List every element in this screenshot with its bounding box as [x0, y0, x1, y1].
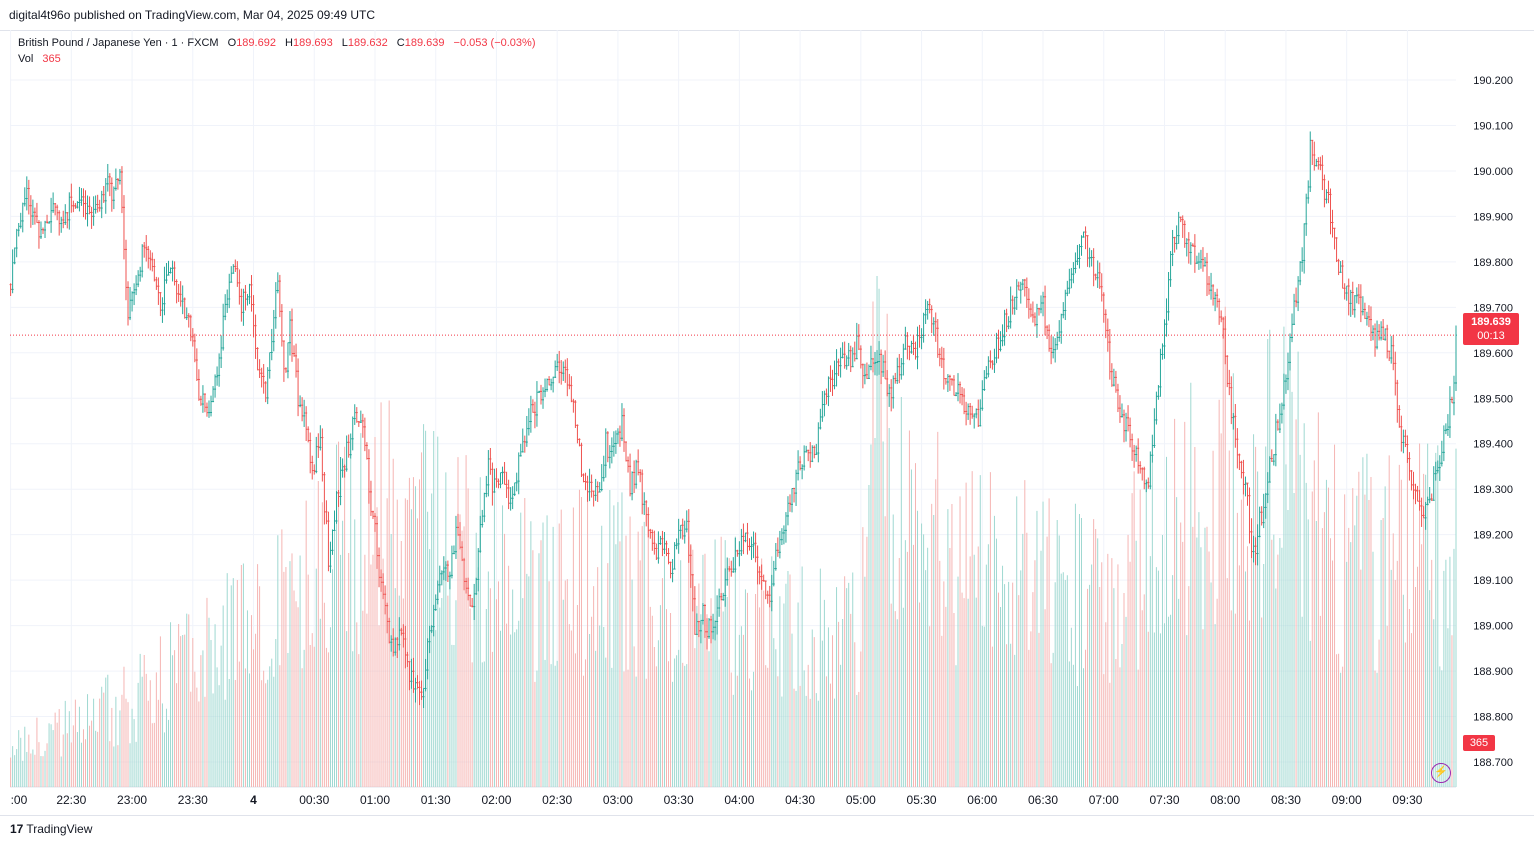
time-tick-label: :00: [11, 793, 28, 807]
tradingview-logo[interactable]: 17 TradingView: [10, 822, 92, 836]
legend-row-volume: Vol 365: [18, 51, 535, 67]
candlesticks: [9, 131, 1457, 709]
open-value: 189.692: [236, 37, 276, 49]
top-bar: digital4t96o published on TradingView.co…: [0, 0, 1534, 31]
footer: [0, 815, 1534, 850]
close-value: 189.639: [404, 37, 445, 49]
price-tick-label: 189.100: [1473, 575, 1513, 587]
time-tick-label: 06:00: [967, 793, 997, 807]
volume-value: 365: [42, 53, 61, 65]
legend-row-ohlc: British Pound / Japanese Yen · 1 · FXCM …: [18, 35, 535, 51]
symbol-title[interactable]: British Pound / Japanese Yen · 1 · FXCM: [18, 37, 219, 49]
time-tick-label: 04:30: [785, 793, 815, 807]
time-tick-label: 03:30: [664, 793, 694, 807]
price-tick-label: 189.400: [1473, 439, 1513, 451]
price-tick-label: 188.700: [1473, 757, 1513, 769]
bar-countdown: 00:13: [1477, 330, 1505, 342]
tradingview-brand: TradingView: [26, 822, 93, 836]
time-tick-label: 23:00: [117, 793, 147, 807]
time-tick-label: 02:00: [481, 793, 511, 807]
price-tick-label: 189.300: [1473, 484, 1513, 496]
time-tick-label: 05:00: [846, 793, 876, 807]
close-label: C: [396, 37, 405, 49]
time-tick-label: 04:00: [724, 793, 754, 807]
time-tick-label: 06:30: [1028, 793, 1058, 807]
price-tick-label: 189.800: [1473, 257, 1513, 269]
price-tick-label: 189.200: [1473, 530, 1513, 542]
time-tick-label: 01:00: [360, 793, 390, 807]
tradingview-logo-icon: 17: [10, 822, 24, 836]
time-tick-label: 09:30: [1392, 793, 1422, 807]
price-tick-label: 189.900: [1473, 211, 1513, 223]
chart-legend: British Pound / Japanese Yen · 1 · FXCM …: [18, 35, 535, 67]
time-tick-label: 02:30: [542, 793, 572, 807]
high-label: H: [285, 37, 293, 49]
price-tick-label: 188.800: [1473, 712, 1513, 724]
time-tick-label: 08:30: [1271, 793, 1301, 807]
time-tick-label: 00:30: [299, 793, 329, 807]
volume-label[interactable]: Vol: [18, 53, 34, 65]
time-tick-label: 4: [250, 793, 257, 807]
price-tick-label: 190.200: [1473, 75, 1513, 87]
price-tick-label: 189.600: [1473, 348, 1513, 360]
time-tick-label: 09:00: [1332, 793, 1362, 807]
last-price-value: 189.639: [1471, 316, 1511, 328]
time-tick-label: 08:00: [1210, 793, 1240, 807]
published-info: digital4t96o published on TradingView.co…: [9, 8, 376, 22]
price-axis[interactable]: 190.200 190.100 190.000 189.900 189.800 189.7…: [1473, 75, 1513, 769]
price-tick-label: 189.000: [1473, 621, 1513, 633]
change-value: −0.053 (−0.03%): [453, 37, 536, 49]
time-tick-label: 03:00: [603, 793, 633, 807]
time-tick-label: 01:30: [421, 793, 451, 807]
volume-bars: [10, 275, 1457, 787]
time-tick-label: 05:30: [907, 793, 937, 807]
last-price-tag: 189.639 00:13: [1463, 313, 1519, 345]
bolt-icon[interactable]: ⚡: [1431, 763, 1451, 783]
price-tick-label: 190.100: [1473, 120, 1513, 132]
price-tick-label: 189.700: [1473, 302, 1513, 314]
time-axis[interactable]: :00 22:30 23:00 23:30 4 00:30 01:00 01:30 02:00 0…: [11, 793, 1423, 807]
time-tick-label: 23:30: [178, 793, 208, 807]
high-value: 189.693: [292, 37, 333, 49]
price-tick-label: 188.900: [1473, 666, 1513, 678]
price-tick-label: 190.000: [1473, 166, 1513, 178]
low-label: L: [341, 37, 348, 49]
price-tick-label: 189.500: [1473, 393, 1513, 405]
time-tick-label: 22:30: [56, 793, 86, 807]
open-label: O: [227, 37, 237, 49]
time-tick-label: 07:00: [1089, 793, 1119, 807]
time-tick-label: 07:30: [1149, 793, 1179, 807]
low-value: 189.632: [347, 37, 388, 49]
volume-tag: 365: [1463, 735, 1495, 751]
